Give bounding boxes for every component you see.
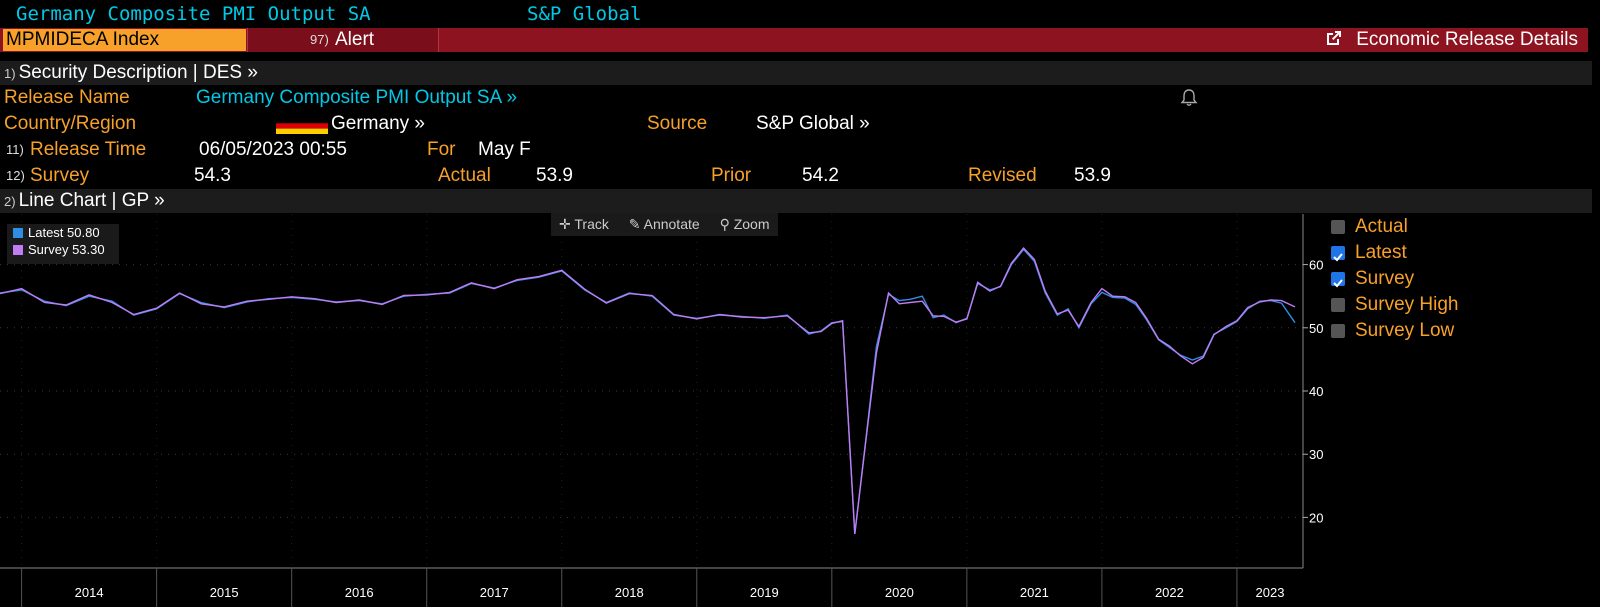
top-title: Germany Composite PMI Output SA xyxy=(16,3,371,25)
survey-number: 12) xyxy=(6,168,25,183)
row-country: Country/Region Germany » Source S&P Glob… xyxy=(0,111,1590,137)
release-time-value: 06/05/2023 00:55 xyxy=(199,139,347,160)
checkbox-survey-high[interactable] xyxy=(1331,298,1345,312)
command-bar: MPMIDECA Index 97) Alert Economic Releas… xyxy=(0,28,1588,52)
latest-swatch xyxy=(13,228,23,238)
chart-toolbar: ✛ Track ✎ Annotate ⚲ Zoom xyxy=(551,213,778,236)
x-tick-label-2016: 2016 xyxy=(345,585,374,600)
toggle-survey-high[interactable]: Survey High xyxy=(1331,292,1531,318)
track-tool[interactable]: ✛ Track xyxy=(559,216,609,232)
for-value: May F xyxy=(478,139,531,160)
x-tick-label-2018: 2018 xyxy=(615,585,644,600)
x-tick-label-2015: 2015 xyxy=(210,585,239,600)
checkbox-latest[interactable] xyxy=(1331,246,1345,262)
crosshair-icon: ✛ xyxy=(559,216,571,232)
top-strip: Germany Composite PMI Output SA S&P Glob… xyxy=(0,0,1600,28)
actual-value: 53.9 xyxy=(536,165,573,186)
x-tick-label-2019: 2019 xyxy=(750,585,779,600)
legend-latest: Latest 50.80 xyxy=(7,224,119,241)
chart-area: 20 30 40 50 60 2014 2015 2016 2017 2018 2019 2020 20… xyxy=(0,213,1600,607)
legend-survey-label: Survey 53.30 xyxy=(28,242,105,257)
release-time-label[interactable]: Release Time xyxy=(30,139,147,160)
pencil-icon: ✎ xyxy=(628,216,641,232)
release-time-number: 11) xyxy=(6,142,24,157)
checkbox-survey-low[interactable] xyxy=(1331,324,1345,338)
zoom-tool[interactable]: ⚲ Zoom xyxy=(719,216,770,232)
section-security-description[interactable]: 1) Security Description | DES » xyxy=(0,61,1592,85)
x-tick-label-2017: 2017 xyxy=(480,585,509,600)
revised-value: 53.9 xyxy=(1074,165,1111,186)
alert-label: Alert xyxy=(335,29,375,50)
line-chart[interactable]: 20 30 40 50 60 2014 2015 2016 2017 2018 2019 2020 20… xyxy=(0,214,1600,607)
toggle-actual[interactable]: Actual xyxy=(1331,214,1531,240)
bell-icon[interactable] xyxy=(1179,88,1199,116)
survey-value: 54.3 xyxy=(194,165,231,186)
gp-number: 2) xyxy=(4,194,16,209)
revised-label: Revised xyxy=(968,165,1037,186)
alert-button[interactable]: 97) Alert xyxy=(247,28,439,52)
release-name-label: Release Name xyxy=(4,87,130,108)
prior-value: 54.2 xyxy=(802,165,839,186)
economic-release-details-label: Economic Release Details xyxy=(1356,29,1578,50)
x-tick-label-2023: 2023 xyxy=(1256,585,1285,600)
series-line-latest xyxy=(0,248,1296,534)
source-link[interactable]: S&P Global » xyxy=(756,113,870,134)
source-label: Source xyxy=(647,113,708,134)
toggle-latest[interactable]: Latest xyxy=(1331,240,1531,266)
x-tick-label-2020: 2020 xyxy=(885,585,914,600)
des-number: 1) xyxy=(4,66,16,81)
prior-label: Prior xyxy=(711,165,752,186)
survey-swatch xyxy=(13,245,23,255)
release-name-link[interactable]: Germany Composite PMI Output SA » xyxy=(196,87,518,108)
checkbox-survey[interactable] xyxy=(1331,272,1345,288)
x-tick-label-2014: 2014 xyxy=(75,585,104,600)
country-label: Country/Region xyxy=(4,113,137,134)
economic-release-details-button[interactable]: Economic Release Details xyxy=(1324,28,1578,52)
chart-legend: Latest 50.80 Survey 53.30 xyxy=(7,224,119,264)
legend-survey: Survey 53.30 xyxy=(7,241,119,258)
for-label: For xyxy=(427,139,456,160)
series-line-survey xyxy=(0,247,1296,534)
top-source: S&P Global xyxy=(527,3,642,25)
country-link[interactable]: Germany » xyxy=(331,113,425,134)
y-tick-label-60: 60 xyxy=(1309,258,1323,273)
x-tick-label-2022: 2022 xyxy=(1155,585,1184,600)
y-tick-label-30: 30 xyxy=(1309,447,1323,462)
series-toggle-list: Actual Latest Survey Survey High Survey … xyxy=(1331,214,1531,344)
y-tick-label-50: 50 xyxy=(1309,321,1323,336)
x-tick-label-2021: 2021 xyxy=(1020,585,1049,600)
legend-latest-label: Latest 50.80 xyxy=(28,225,100,240)
y-tick-label-40: 40 xyxy=(1309,384,1323,399)
external-link-icon xyxy=(1327,31,1342,45)
toggle-survey[interactable]: Survey xyxy=(1331,266,1531,292)
ticker-field[interactable]: MPMIDECA Index xyxy=(3,29,246,51)
germany-flag-icon xyxy=(276,116,328,134)
annotate-tool[interactable]: ✎ Annotate xyxy=(628,216,700,232)
survey-label[interactable]: Survey xyxy=(30,165,90,186)
des-label: Security Description | DES » xyxy=(18,62,258,83)
toggle-survey-low[interactable]: Survey Low xyxy=(1331,318,1531,344)
magnifier-icon: ⚲ xyxy=(719,216,730,232)
row-release-time: 11) Release Time 06/05/2023 00:55 For Ma… xyxy=(0,137,1590,163)
gp-label: Line Chart | GP » xyxy=(18,190,165,211)
actual-label: Actual xyxy=(438,165,491,186)
checkbox-actual[interactable] xyxy=(1331,220,1345,234)
section-line-chart[interactable]: 2) Line Chart | GP » xyxy=(0,189,1592,213)
row-survey: 12) Survey 54.3 Actual 53.9 Prior 54.2 R… xyxy=(0,163,1590,189)
y-tick-label-20: 20 xyxy=(1309,510,1323,525)
alert-number: 97) xyxy=(310,32,329,47)
row-release-name: Release Name Germany Composite PMI Outpu… xyxy=(0,85,1590,111)
